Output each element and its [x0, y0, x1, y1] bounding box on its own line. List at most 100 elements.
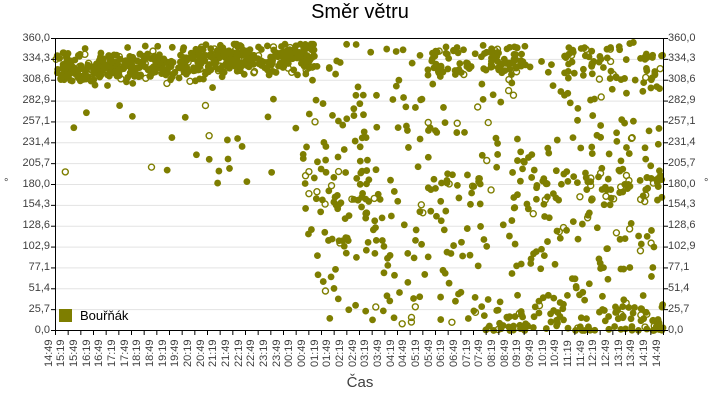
data-point [482, 326, 490, 334]
data-point [440, 104, 447, 111]
data-point [445, 54, 453, 62]
data-point [424, 71, 432, 79]
data-point [509, 169, 516, 176]
data-point [360, 111, 367, 119]
data-point [600, 64, 607, 71]
data-point-ring [61, 168, 69, 176]
data-point-ring [334, 167, 343, 176]
data-point [362, 246, 370, 254]
data-point [442, 207, 450, 215]
data-point [243, 178, 251, 186]
data-point [433, 212, 440, 220]
data-point [437, 197, 445, 205]
data-point [604, 175, 612, 183]
data-point [620, 265, 628, 273]
data-point [647, 174, 655, 182]
data-point [215, 167, 223, 175]
data-point-ring [468, 182, 477, 190]
data-point [437, 316, 445, 323]
data-point [494, 306, 502, 314]
data-point [612, 73, 620, 81]
data-point [574, 116, 581, 124]
data-point [494, 151, 502, 158]
data-point [360, 128, 368, 136]
data-point [621, 180, 629, 188]
data-point [395, 76, 403, 84]
data-point [650, 326, 658, 334]
data-point [626, 182, 634, 190]
data-point [358, 203, 365, 211]
data-point [466, 251, 474, 259]
data-point [319, 278, 327, 285]
data-point [159, 65, 166, 73]
data-point [386, 297, 394, 305]
data-point-ring [619, 312, 627, 321]
data-point-ring [606, 57, 615, 66]
data-point [467, 200, 474, 208]
data-point [622, 56, 630, 63]
data-point [180, 44, 188, 52]
data-point [574, 235, 582, 243]
data-point [312, 96, 320, 104]
data-point [345, 306, 353, 314]
data-point [525, 154, 532, 161]
data-point [310, 174, 318, 182]
data-point-ring [636, 195, 645, 204]
data-point [104, 82, 111, 89]
data-point-ring [641, 191, 650, 199]
data-point [380, 242, 388, 250]
data-point [489, 91, 497, 99]
data-point-ring [370, 194, 378, 203]
x-tick-label: 05:49 [422, 339, 435, 367]
data-point [479, 42, 487, 49]
data-point-ring [609, 195, 618, 203]
data-point [514, 135, 521, 143]
data-point [364, 156, 371, 164]
data-point [649, 316, 657, 324]
x-tick-label: 13:49 [625, 339, 638, 367]
data-point [603, 54, 611, 62]
data-point [371, 249, 379, 257]
data-point [611, 323, 619, 330]
data-point [301, 41, 309, 48]
data-point [103, 71, 111, 79]
data-point [517, 308, 525, 315]
data-point [384, 261, 392, 269]
x-tick-label: 22:49 [245, 339, 258, 367]
data-point [405, 144, 412, 151]
x-tick-label: 11:19 [561, 340, 574, 367]
data-point [588, 70, 596, 78]
data-point [629, 309, 637, 317]
data-point [616, 189, 624, 196]
data-point [383, 45, 391, 53]
data-point [637, 305, 645, 313]
data-point [200, 75, 207, 83]
data-point [378, 237, 386, 244]
data-point [261, 64, 269, 72]
data-point-ring [453, 119, 461, 127]
data-point [588, 143, 596, 151]
data-point [570, 173, 578, 181]
data-point [299, 155, 307, 162]
data-point [453, 181, 461, 189]
data-point [322, 168, 330, 176]
data-point [257, 46, 265, 53]
data-point [540, 200, 548, 208]
data-point [96, 71, 104, 79]
data-point [569, 48, 577, 56]
data-point [530, 313, 538, 321]
data-point [129, 79, 137, 87]
data-point [649, 264, 657, 271]
data-point [445, 279, 453, 287]
data-point [246, 55, 254, 63]
data-point [498, 66, 506, 74]
data-point-ring [407, 318, 416, 326]
data-point [457, 69, 465, 76]
data-point [214, 179, 222, 187]
data-point [177, 64, 184, 72]
data-point [412, 226, 420, 234]
data-point [379, 307, 387, 315]
data-point [64, 62, 72, 70]
data-point [292, 124, 300, 132]
data-point [481, 50, 488, 57]
